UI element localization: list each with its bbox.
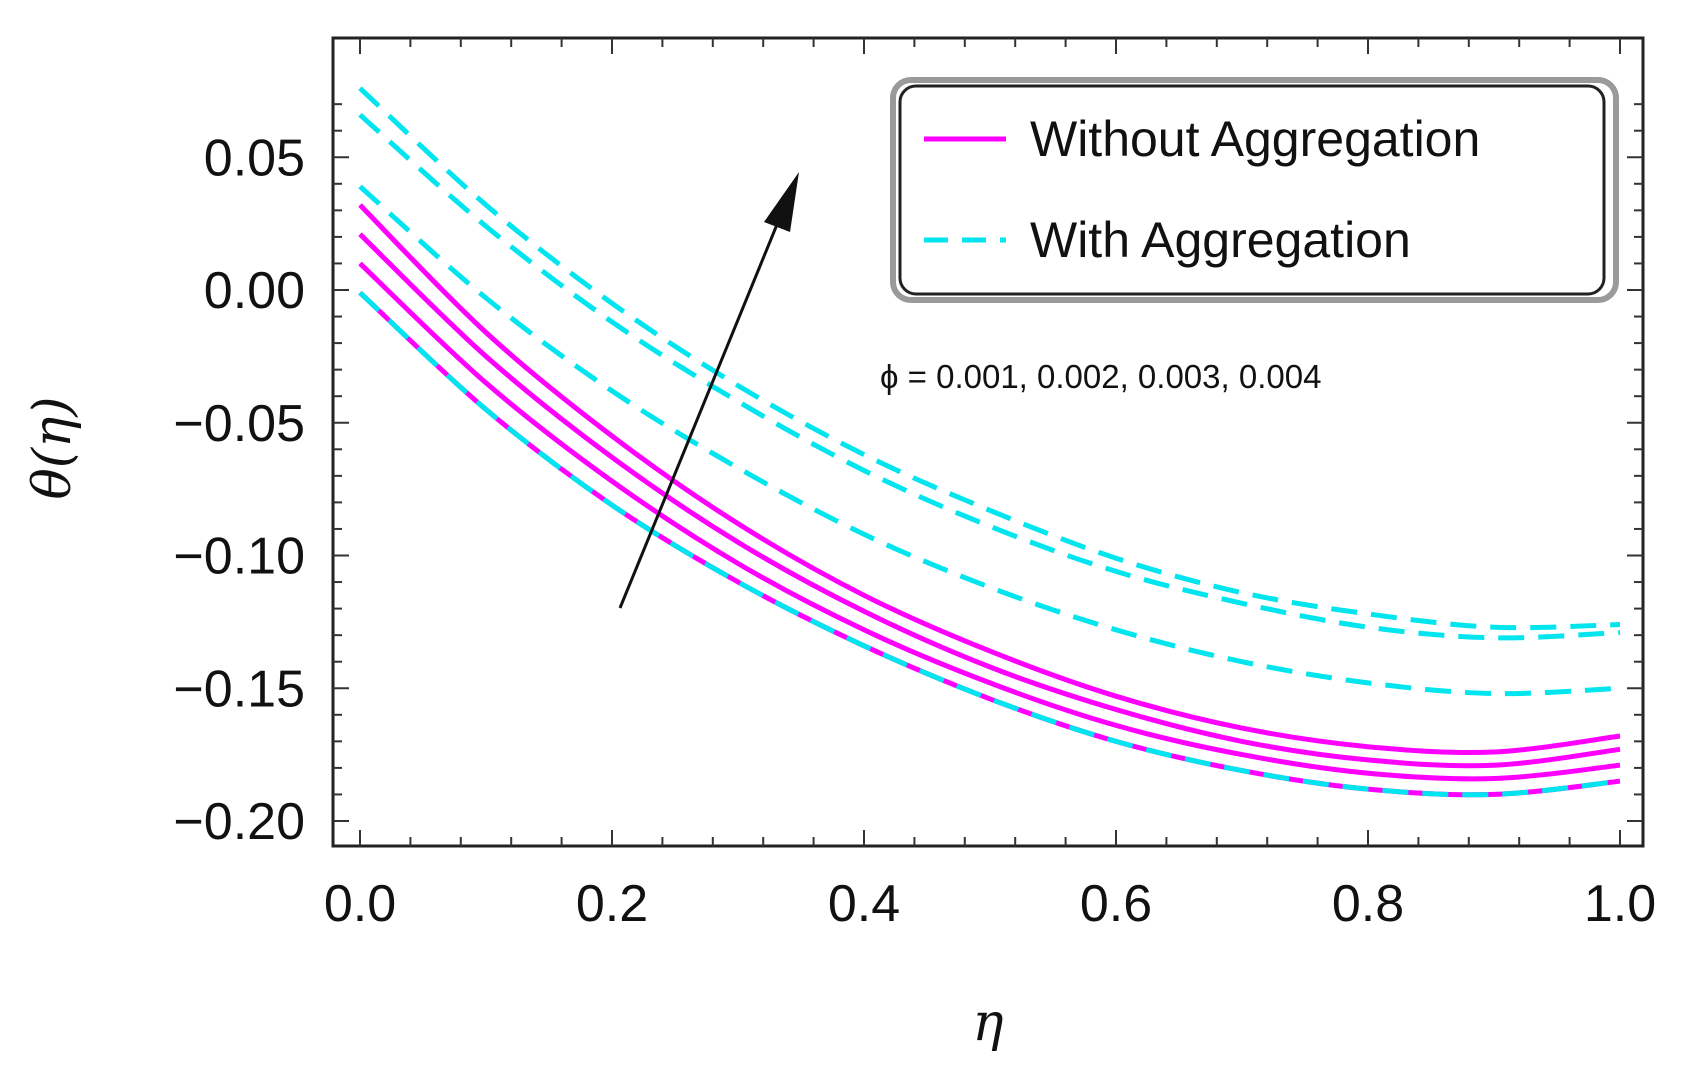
x-tick-label: 0.6: [1080, 875, 1152, 933]
x-tick-label: 0.2: [576, 875, 648, 933]
series-line-with-aggregation: [358, 86, 1621, 631]
x-tick-label: 0.4: [828, 875, 900, 933]
legend-label-with-aggregation: With Aggregation: [1030, 212, 1411, 268]
y-tick-label: −0.15: [173, 660, 305, 718]
series-line-with-aggregation: [358, 290, 1621, 798]
legend-box: [898, 84, 1606, 296]
y-tick-label: 0.00: [204, 262, 305, 320]
y-tick-label: −0.10: [173, 528, 305, 586]
increase-arrow: [618, 172, 799, 609]
series-line-with-aggregation: [358, 184, 1621, 697]
y-tick-label: −0.20: [173, 793, 305, 851]
series-line-with-aggregation: [358, 112, 1621, 641]
x-tick-label: 1.0: [1584, 875, 1656, 933]
y-tick-label: 0.05: [204, 129, 305, 187]
y-tick-label: −0.05: [173, 395, 305, 453]
x-axis-label: η: [972, 993, 1003, 1053]
series-line-without-aggregation: [358, 232, 1621, 769]
tick-labels: 0.0 0.2 0.4 0.6 0.8 1.0 0.05 0.00 −0.05 −0.10 −0.1…: [173, 129, 1656, 933]
series-line-without-aggregation: [358, 203, 1621, 755]
y-axis-label: θ(η): [23, 396, 83, 499]
x-tick-label: 0.8: [1332, 875, 1404, 933]
x-tick-label: 0.0: [324, 875, 396, 933]
arrow-shaft: [618, 204, 787, 609]
plot-frame: [331, 36, 1645, 848]
tick-marks: [333, 38, 1643, 846]
series-layer: [358, 86, 1621, 798]
phi-annotation: ϕ = 0.001, 0.002, 0.003, 0.004: [880, 358, 1321, 395]
legend: Without Aggregation With Aggregation: [890, 77, 1619, 303]
legend-label-without-aggregation: Without Aggregation: [1030, 111, 1480, 167]
arrow-head: [764, 172, 799, 232]
series-line-without-aggregation: [358, 261, 1621, 782]
